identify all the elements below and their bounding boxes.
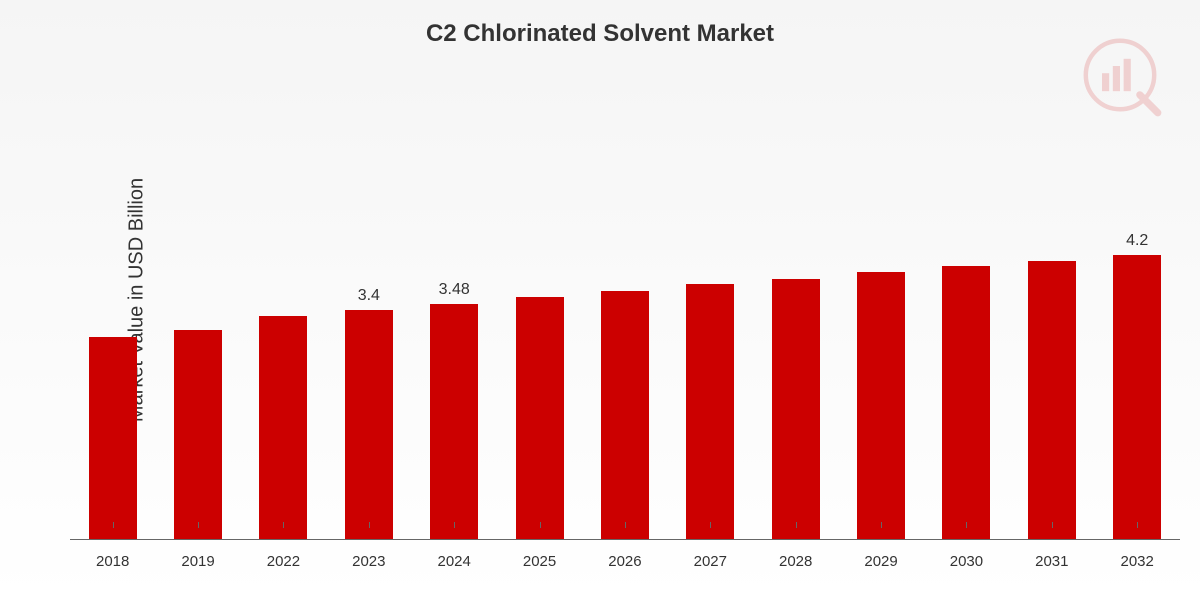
x-tick-mark: [369, 522, 370, 528]
x-tick: 2018: [96, 553, 129, 570]
plot-area: 3.4 3.48 4.2: [70, 120, 1180, 540]
x-tick: 2029: [864, 553, 897, 570]
x-tick-mark: [283, 522, 284, 528]
x-tick: 2019: [181, 553, 214, 570]
x-tick-label: 2025: [523, 553, 556, 570]
x-tick-label: 2031: [1035, 553, 1068, 570]
x-tick-label: 2028: [779, 553, 812, 570]
bar-group: [601, 120, 649, 540]
x-tick-label: 2030: [950, 553, 983, 570]
bar: [174, 330, 222, 540]
x-tick-label: 2026: [608, 553, 641, 570]
x-tick: 2028: [779, 553, 812, 570]
chart-title: C2 Chlorinated Solvent Market: [0, 20, 1200, 48]
bar: [259, 316, 307, 540]
x-tick: 2027: [694, 553, 727, 570]
x-tick-label: 2018: [96, 553, 129, 570]
bar: [772, 279, 820, 540]
bar-group: [516, 120, 564, 540]
x-tick: 2032: [1121, 553, 1154, 570]
x-tick-label: 2029: [864, 553, 897, 570]
x-tick-label: 2024: [438, 553, 471, 570]
x-tick: 2022: [267, 553, 300, 570]
bar: [942, 266, 990, 540]
bar-group: 3.4: [345, 120, 393, 540]
x-tick: 2030: [950, 553, 983, 570]
bar: [857, 272, 905, 540]
bar-value-label: 3.4: [358, 287, 380, 305]
x-tick: 2024: [438, 553, 471, 570]
bar: [601, 291, 649, 540]
x-tick-mark: [1052, 522, 1053, 528]
x-tick-mark: [540, 522, 541, 528]
bar-group: [259, 120, 307, 540]
bars-container: 3.4 3.48 4.2: [70, 120, 1180, 540]
x-tick-label: 2027: [694, 553, 727, 570]
bar-group: [89, 120, 137, 540]
chart-container: C2 Chlorinated Solvent Market Market Val…: [0, 0, 1200, 600]
bar: [686, 284, 734, 540]
x-tick-label: 2022: [267, 553, 300, 570]
x-tick-mark: [881, 522, 882, 528]
bar-group: 4.2: [1113, 120, 1161, 540]
x-tick-mark: [454, 522, 455, 528]
bar: [430, 304, 478, 540]
bar: [1113, 255, 1161, 540]
x-tick: 2026: [608, 553, 641, 570]
bar: [89, 337, 137, 540]
bar-group: 3.48: [430, 120, 478, 540]
x-axis-ticks: 2018 2019 2022 2023 2024 2025 2026 2027 2028 2029…: [70, 553, 1180, 570]
bar-value-label: 3.48: [439, 281, 470, 299]
x-tick-mark: [966, 522, 967, 528]
x-tick-mark: [710, 522, 711, 528]
watermark-logo-icon: [1075, 30, 1165, 120]
bar-group: [772, 120, 820, 540]
x-tick-mark: [1137, 522, 1138, 528]
bar: [1028, 261, 1076, 540]
x-tick-mark: [625, 522, 626, 528]
x-tick-label: 2019: [181, 553, 214, 570]
bar-group: [942, 120, 990, 540]
bar-group: [174, 120, 222, 540]
x-tick-label: 2023: [352, 553, 385, 570]
x-tick: 2025: [523, 553, 556, 570]
bar-group: [857, 120, 905, 540]
x-tick-mark: [198, 522, 199, 528]
x-tick-mark: [113, 522, 114, 528]
bar: [345, 310, 393, 540]
bar-value-label: 4.2: [1126, 232, 1148, 250]
x-tick-label: 2032: [1121, 553, 1154, 570]
x-tick: 2023: [352, 553, 385, 570]
baseline: [70, 539, 1180, 540]
bar-group: [686, 120, 734, 540]
bar-group: [1028, 120, 1076, 540]
x-tick-mark: [796, 522, 797, 528]
bar: [516, 297, 564, 540]
x-tick: 2031: [1035, 553, 1068, 570]
